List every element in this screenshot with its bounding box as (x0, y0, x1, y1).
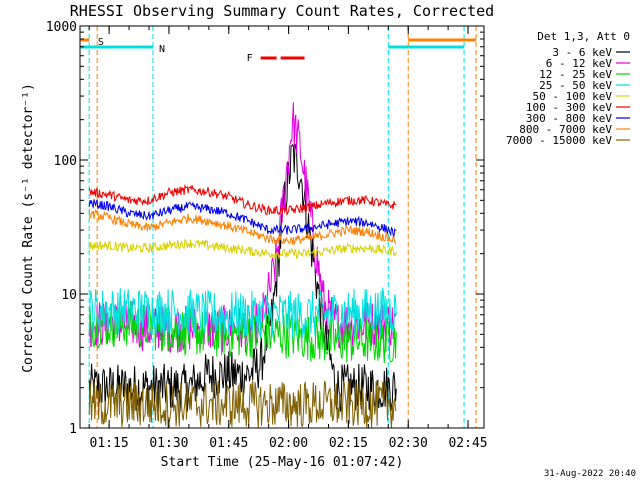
date-stamp: 31-Aug-2022 20:40 (544, 469, 636, 479)
y-axis-label: Corrected Count Rate (s⁻¹ detector⁻¹) (21, 83, 36, 373)
y-tick-label: 100 (54, 154, 77, 169)
plot-area: S N F (79, 25, 485, 429)
series-line-0 (88, 143, 397, 413)
x-tick-label: 02:15 (329, 436, 368, 451)
chart-title: RHESSI Observing Summary Count Rates, Co… (70, 2, 494, 20)
plot-frame (79, 25, 485, 429)
saa-label: S (98, 37, 104, 48)
legend-entry-label: 50 - 100 keV (533, 90, 613, 103)
x-axis-ticks: 01:15 01:30 01:45 02:00 02:15 02:30 02:45 (88, 26, 488, 451)
x-tick-label: 01:15 (90, 436, 129, 451)
series-line-5 (88, 184, 397, 217)
series-line-7 (88, 208, 397, 246)
legend-entry-label: 3 - 6 keV (552, 46, 612, 59)
series-line-6 (88, 199, 397, 239)
series-line-3 (88, 287, 397, 339)
legend-header: Det 1,3, Att 0 (537, 30, 630, 43)
y-tick-label: 1000 (46, 20, 77, 35)
x-tick-label: 02:45 (448, 436, 487, 451)
series-line-8 (88, 380, 397, 429)
y-axis-ticks: 1 10 100 1000 (46, 20, 484, 437)
series-line-4 (88, 238, 397, 261)
night-label: N (159, 44, 165, 55)
legend-entry-label: 25 - 50 keV (539, 79, 612, 92)
legend-entry-label: 6 - 12 keV (546, 57, 613, 70)
legend-entry-label: 800 - 7000 keV (519, 123, 612, 136)
legend-entry-label: 300 - 800 keV (526, 112, 612, 125)
x-tick-label: 01:30 (149, 436, 188, 451)
y-tick-label: 1 (69, 422, 77, 437)
legend-entry-label: 12 - 25 keV (539, 68, 612, 81)
legend-entry-label: 100 - 300 keV (526, 101, 612, 114)
x-axis-label: Start Time (25-May-16 01:07:42) (161, 455, 404, 470)
x-tick-label: 02:30 (389, 436, 428, 451)
legend-entry-label: 7000 - 15000 keV (506, 134, 612, 147)
series-line-2 (88, 300, 397, 364)
y-tick-label: 10 (61, 288, 77, 303)
x-tick-label: 02:00 (269, 436, 308, 451)
flare-label: F (247, 53, 253, 64)
x-tick-label: 01:45 (209, 436, 248, 451)
